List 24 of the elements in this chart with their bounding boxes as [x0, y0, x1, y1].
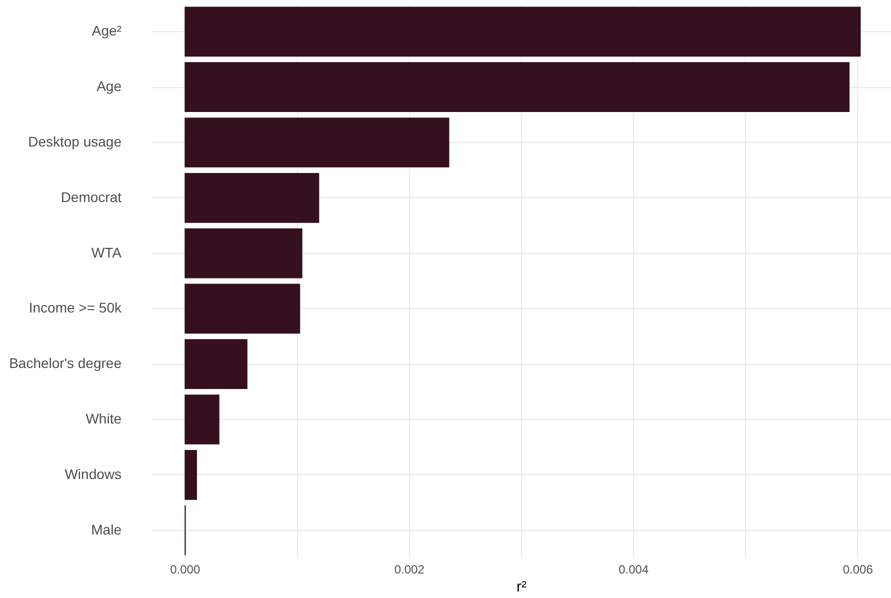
bar	[184, 6, 861, 57]
bar	[184, 118, 450, 168]
y-tick-label: Age	[96, 78, 122, 94]
bar	[184, 394, 220, 444]
y-tick-label: Male	[91, 521, 122, 538]
y-tick-label: Income >= 50k	[28, 300, 122, 316]
bar	[184, 339, 248, 390]
bar	[184, 62, 850, 112]
bar	[184, 284, 300, 334]
x-tick-label: 0.006	[842, 562, 874, 576]
y-tick-label: Bachelor's degree	[9, 355, 122, 372]
y-tick-label: Windows	[64, 466, 122, 482]
bar	[184, 450, 197, 500]
bar	[184, 228, 302, 278]
y-tick-label: Desktop usage	[28, 134, 122, 150]
y-tick-label: WTA	[91, 244, 122, 260]
x-tick-label: 0.002	[394, 562, 425, 576]
x-tick-label: 0.000	[170, 562, 200, 576]
y-tick-label: Age²	[92, 22, 122, 39]
x-tick-label: 0.004	[618, 562, 649, 576]
bar	[184, 172, 320, 223]
x-axis-title: r²	[516, 578, 526, 596]
y-tick-label: White	[86, 410, 122, 426]
y-tick-label: Democrat	[60, 188, 122, 205]
